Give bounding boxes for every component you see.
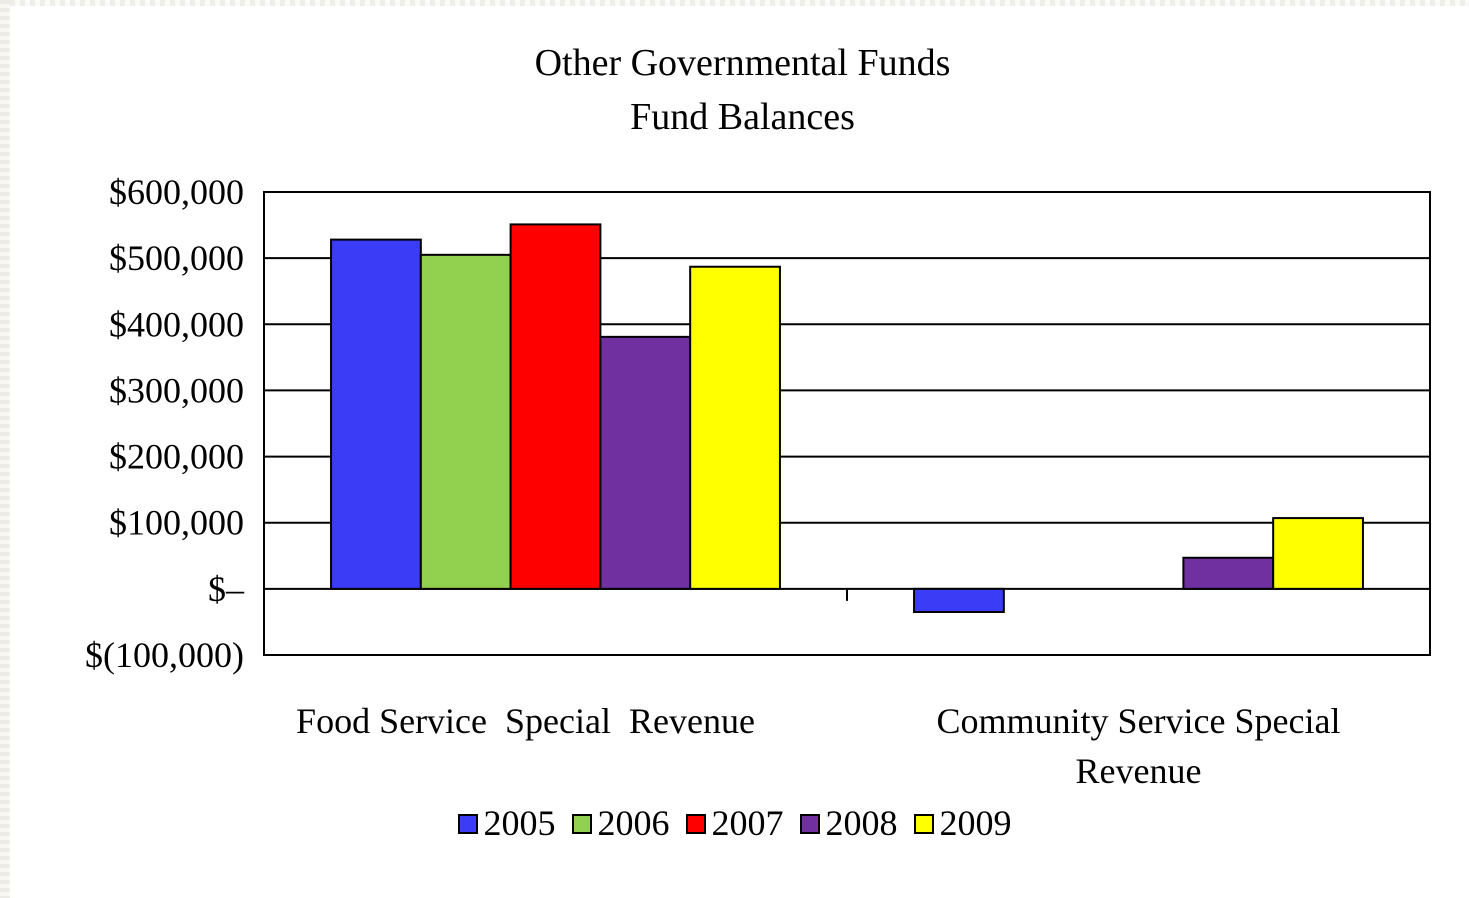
bar-2008-community-service	[1182, 556, 1275, 590]
legend-label: 2008	[825, 803, 898, 843]
legend-label: 2005	[483, 803, 556, 843]
legend-label: 2009	[939, 803, 1012, 843]
legend-swatch	[799, 814, 820, 834]
chart-title: Other Governmental Funds	[534, 42, 951, 84]
legend-label: 2007	[711, 803, 784, 843]
bar-2009-community-service	[1272, 517, 1364, 590]
page-border-top	[0, 0, 1469, 6]
legend-swatch	[457, 814, 478, 834]
chart-subtitle: Fund Balances	[630, 96, 855, 138]
y-tick-label: $–	[208, 569, 245, 609]
y-tick-label: $500,000	[109, 238, 244, 278]
y-tick-label: $100,000	[109, 503, 244, 543]
bar-2005-food-service	[330, 238, 422, 590]
legend-swatch	[913, 814, 934, 834]
legend-item-2006: 2006	[571, 803, 670, 843]
plot-frame	[263, 191, 1431, 656]
bar-2009-food-service	[689, 265, 781, 590]
y-tick-label: $200,000	[109, 437, 244, 477]
legend-item-2007: 2007	[685, 803, 784, 843]
legend-swatch	[685, 814, 706, 834]
bar-2006-food-service	[419, 253, 512, 590]
legend-swatch	[571, 814, 592, 834]
bar-2005-community-service	[913, 587, 1005, 614]
y-tick-label: $(100,000)	[85, 635, 244, 675]
y-tick-label: $600,000	[109, 172, 244, 212]
x-category-label: Revenue	[1076, 751, 1202, 791]
legend-item-2008: 2008	[799, 803, 898, 843]
legend-label: 2006	[597, 803, 670, 843]
page-border-left	[0, 0, 10, 898]
legend-item-2005: 2005	[457, 803, 556, 843]
bar-2008-food-service	[599, 335, 692, 590]
x-category-label: Food Service Special Revenue	[296, 701, 755, 741]
y-tick-label: $300,000	[109, 370, 244, 410]
bar-2007-food-service	[509, 223, 602, 590]
x-category-label: Community Service Special	[937, 701, 1341, 741]
legend-item-2009: 2009	[913, 803, 1012, 843]
y-tick-label: $400,000	[109, 304, 244, 344]
legend: 2005 2006 2007 2008 2009	[0, 803, 1469, 843]
